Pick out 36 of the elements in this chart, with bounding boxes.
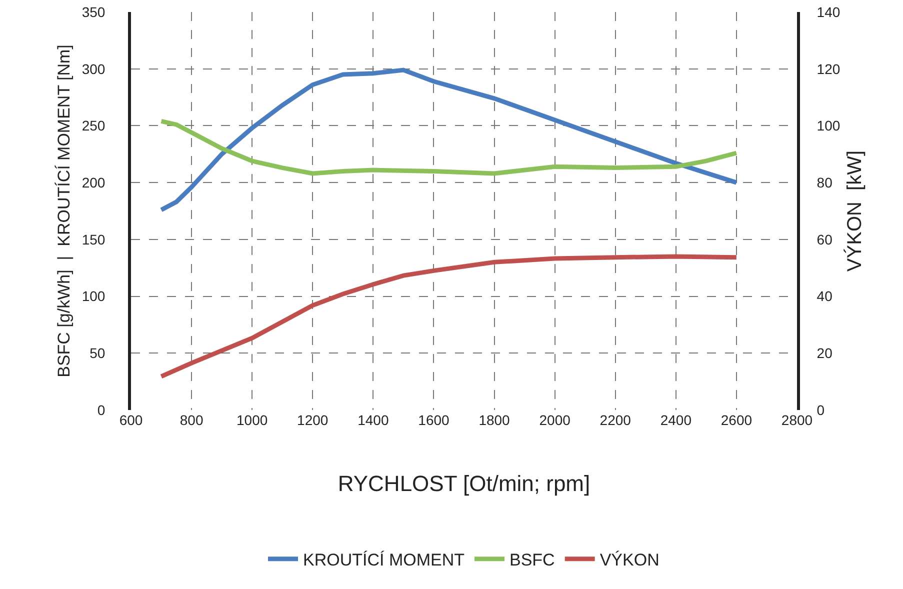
- legend-label: KROUTÍCÍ MOMENT: [303, 550, 464, 570]
- y-tick-label: 350: [82, 4, 106, 20]
- legend-label: BSFC: [510, 550, 555, 570]
- x-tick-label: 2200: [600, 412, 632, 428]
- x-tick-label: 2000: [539, 412, 571, 428]
- line-series: [159, 68, 739, 212]
- x-tick-label: 1800: [478, 412, 510, 428]
- x-tick-label: 1000: [236, 412, 268, 428]
- y2-tick-label: 40: [816, 288, 833, 304]
- y-tick-label: 200: [82, 174, 106, 190]
- y-tick-label: 50: [90, 345, 106, 362]
- legend-label: VÝKON: [600, 550, 660, 570]
- y2-tick-label: 0: [816, 402, 825, 418]
- x-tick-label: 600: [119, 412, 143, 428]
- x-tick-label: 2800: [781, 412, 813, 428]
- y-tick-label: 100: [82, 288, 106, 304]
- x-tick-label: 2400: [660, 412, 692, 428]
- y2-tick-label: 20: [816, 345, 833, 362]
- x-tick-label: 800: [180, 412, 204, 428]
- y2-tick-label: 100: [816, 118, 840, 134]
- y2-tick-label: 80: [816, 174, 833, 190]
- y-tick-label: 150: [82, 231, 106, 248]
- x-tick-label: 1400: [358, 412, 389, 428]
- x-tick-label: 2600: [720, 412, 752, 428]
- y2-axis-title: VÝKON [kW]: [842, 150, 866, 272]
- y-tick-label: 250: [82, 118, 106, 134]
- y2-tick-label: 120: [816, 60, 840, 77]
- y-tick-label: 300: [82, 60, 106, 77]
- y2-tick-label: 60: [816, 231, 833, 248]
- x-tick-label: 1200: [297, 412, 328, 428]
- line-series: [159, 118, 739, 176]
- x-tick-label: 1600: [418, 412, 450, 428]
- x-axis-title: RYCHLOST [Ot/min; rpm]: [338, 470, 590, 496]
- y-axis-title: BSFC [g/kWh] | KROUTÍCÍ MOMENT [Nm]: [54, 44, 74, 378]
- y2-tick-label: 140: [816, 4, 840, 20]
- y-tick-label: 0: [97, 402, 106, 418]
